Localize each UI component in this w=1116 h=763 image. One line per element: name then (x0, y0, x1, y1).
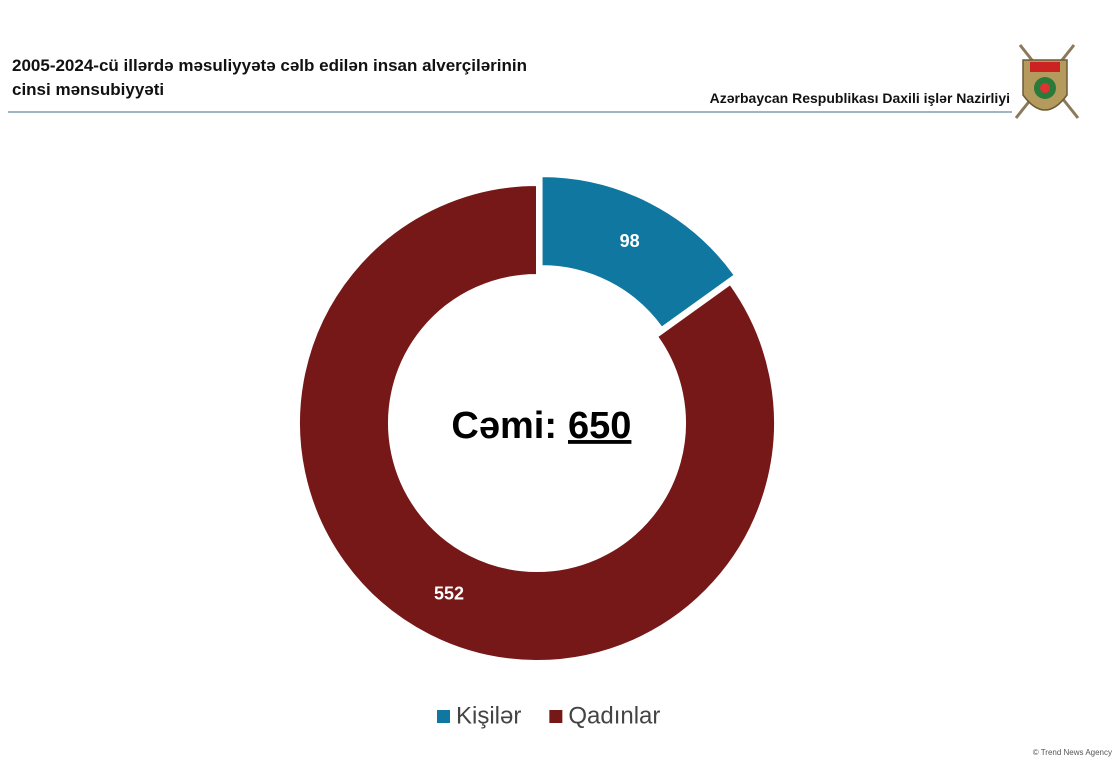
watermark: © Trend News Agency (1033, 748, 1112, 757)
donut-slice (540, 175, 737, 330)
legend-label: Qadınlar (568, 702, 660, 729)
data-label: 98 (620, 231, 640, 251)
source: Azərbaycan Respublikası Daxili işlər Naz… (710, 90, 1010, 106)
data-label: 552 (434, 584, 464, 604)
total-label: Cəmi: (451, 405, 557, 447)
legend-swatch (549, 710, 563, 723)
emblem (1014, 44, 1080, 119)
donut-slice (298, 183, 776, 662)
legend-label: Kişilər (456, 702, 521, 729)
total-value: 650 (568, 405, 631, 447)
chart-title: 2005-2024-cü illərdə məsuliyyətə cəlb ed… (12, 56, 527, 99)
legend-swatch (437, 710, 450, 723)
